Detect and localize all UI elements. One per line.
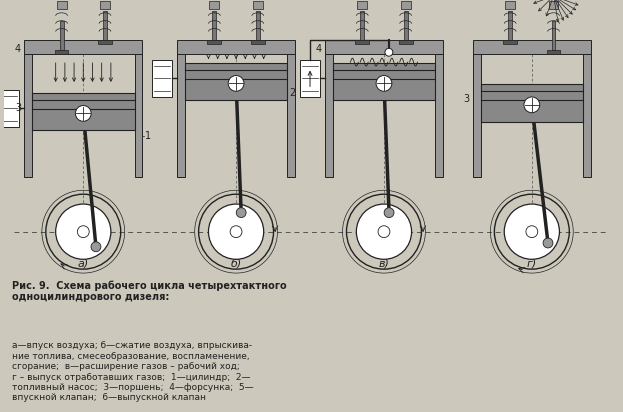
Bar — [358, 1, 367, 9]
Circle shape — [230, 226, 242, 238]
Bar — [360, 11, 364, 40]
Circle shape — [385, 48, 393, 56]
Bar — [546, 50, 561, 54]
Bar — [583, 54, 591, 178]
Text: в): в) — [379, 258, 389, 268]
Bar — [98, 40, 112, 44]
Text: 1: 1 — [145, 131, 151, 140]
Bar — [212, 11, 216, 40]
Bar — [100, 1, 110, 9]
Bar — [399, 40, 412, 44]
Circle shape — [543, 238, 553, 248]
Circle shape — [91, 242, 101, 252]
Bar — [177, 40, 295, 54]
Circle shape — [209, 204, 264, 259]
Circle shape — [376, 75, 392, 91]
Bar — [253, 1, 263, 9]
Text: Рис. 9.  Схема рабочего цикла четырехтактного
одноцилиндрового дизеля:: Рис. 9. Схема рабочего цикла четырехтакт… — [12, 280, 287, 302]
Bar — [185, 63, 287, 100]
Bar — [480, 84, 583, 122]
Bar — [209, 1, 219, 9]
Bar — [207, 40, 221, 44]
Text: г): г) — [526, 258, 537, 268]
Bar — [60, 21, 64, 50]
Bar — [473, 54, 480, 178]
Circle shape — [77, 226, 89, 238]
Bar — [24, 54, 32, 178]
Bar — [401, 1, 411, 9]
Bar — [355, 40, 369, 44]
Bar — [55, 50, 69, 54]
Bar — [435, 54, 443, 178]
Text: 2: 2 — [289, 88, 295, 98]
Bar — [551, 21, 556, 50]
Bar — [103, 11, 107, 40]
Circle shape — [228, 75, 244, 91]
Text: а): а) — [78, 258, 89, 268]
Bar — [135, 54, 143, 178]
Circle shape — [524, 97, 540, 113]
Text: 4: 4 — [15, 44, 21, 54]
Circle shape — [236, 208, 246, 218]
Text: а—впуск воздуха; б—сжатие воздуха, впрыскива-
ние топлива, смесеобразование, вос: а—впуск воздуха; б—сжатие воздуха, впрыс… — [12, 341, 254, 402]
Text: 4: 4 — [316, 44, 322, 54]
Text: 3: 3 — [15, 103, 21, 112]
Text: б): б) — [231, 258, 242, 268]
Bar — [333, 63, 435, 100]
Circle shape — [526, 226, 538, 238]
Bar — [325, 40, 443, 54]
Bar — [251, 40, 265, 44]
Bar — [325, 54, 333, 178]
Text: 3: 3 — [464, 94, 470, 104]
Bar — [177, 54, 185, 178]
Circle shape — [356, 204, 412, 259]
Circle shape — [378, 226, 390, 238]
Bar — [404, 11, 407, 40]
Circle shape — [75, 105, 91, 121]
Circle shape — [504, 204, 559, 259]
Bar — [300, 60, 320, 97]
Bar — [549, 1, 558, 9]
Bar — [152, 60, 172, 97]
Bar — [473, 40, 591, 54]
Circle shape — [384, 208, 394, 218]
Circle shape — [55, 204, 111, 259]
Bar — [32, 93, 135, 130]
Bar — [508, 11, 512, 40]
Bar — [287, 54, 295, 178]
Bar — [24, 40, 143, 54]
Bar — [57, 1, 67, 9]
Bar — [0, 90, 19, 127]
Bar — [503, 40, 517, 44]
Bar — [256, 11, 260, 40]
Bar — [505, 1, 515, 9]
